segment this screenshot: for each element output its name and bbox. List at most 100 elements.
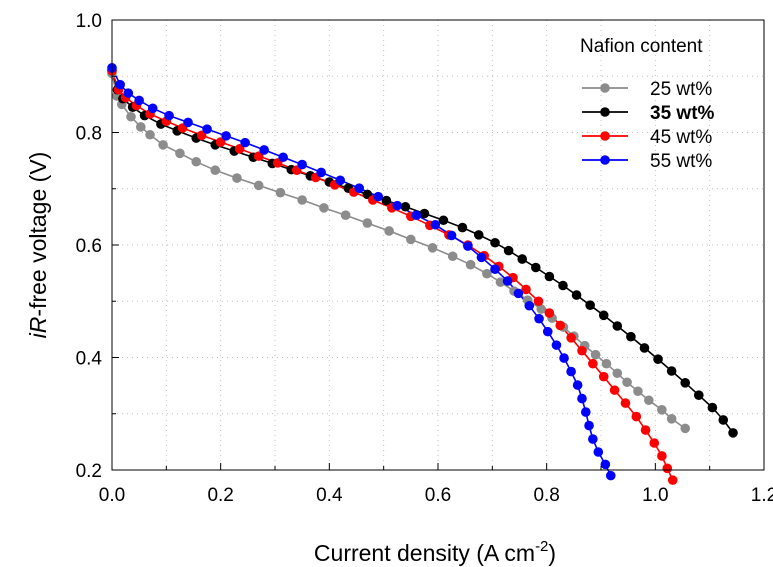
data-point-35-wt	[457, 222, 468, 233]
grid	[112, 20, 764, 470]
data-point-55-wt	[123, 88, 134, 98]
data-point-25-wt	[495, 277, 506, 287]
legend-marker-45-wt	[600, 131, 610, 141]
data-point-45-wt	[640, 425, 651, 435]
data-point-55-wt	[183, 117, 193, 128]
legend-label-35-wt: 35 wt%	[650, 103, 715, 124]
data-point-25-wt	[297, 195, 307, 205]
data-point-45-wt	[631, 411, 642, 422]
data-point-35-wt	[517, 254, 528, 264]
legend-marker-35-wt	[600, 107, 610, 117]
y-tick-label: 1.0	[76, 11, 102, 32]
data-point-45-wt	[577, 345, 587, 356]
x-tick-label: 1.2	[751, 485, 773, 506]
data-point-25-wt	[340, 210, 351, 220]
data-point-25-wt	[427, 243, 438, 253]
data-point-55-wt	[446, 230, 457, 241]
x-tick-label: 0.6	[425, 485, 451, 506]
data-point-55-wt	[572, 380, 583, 390]
data-point-35-wt	[585, 300, 595, 310]
data-point-45-wt	[196, 130, 207, 141]
data-point-55-wt	[430, 219, 441, 230]
legend-label-45-wt: 45 wt%	[650, 127, 712, 148]
x-tick-label: 0.0	[99, 485, 125, 506]
x-tick-label: 0.4	[316, 485, 343, 506]
data-point-35-wt	[707, 402, 718, 413]
data-point-45-wt	[521, 284, 531, 295]
data-point-25-wt	[158, 140, 168, 150]
series-markers	[107, 63, 738, 485]
data-point-55-wt	[551, 340, 562, 350]
data-point-25-wt	[253, 180, 264, 191]
axis-ticks	[111, 19, 765, 471]
data-point-55-wt	[559, 353, 569, 363]
data-point-55-wt	[164, 110, 174, 121]
data-point-35-wt	[680, 378, 691, 388]
data-point-55-wt	[221, 131, 231, 141]
data-point-25-wt	[210, 165, 221, 175]
data-point-25-wt	[680, 423, 691, 434]
data-point-45-wt	[234, 144, 245, 154]
data-point-25-wt	[447, 251, 458, 262]
data-point-35-wt	[400, 201, 411, 212]
y-tick-label: 0.6	[76, 236, 102, 257]
data-point-55-wt	[259, 145, 269, 155]
data-point-45-wt	[657, 451, 667, 461]
data-point-25-wt	[275, 187, 286, 198]
data-point-25-wt	[644, 395, 654, 406]
data-point-45-wt	[609, 385, 620, 395]
data-point-25-wt	[384, 226, 394, 236]
data-point-25-wt	[622, 377, 632, 388]
data-point-35-wt	[473, 230, 484, 240]
data-point-25-wt	[362, 218, 373, 228]
data-point-45-wt	[533, 296, 544, 307]
x-tick-label: 0.8	[533, 485, 559, 506]
data-point-45-wt	[667, 475, 678, 485]
data-point-55-wt	[354, 183, 365, 193]
y-tick-label: 0.8	[76, 124, 102, 145]
data-point-45-wt	[215, 137, 226, 147]
legend-marker-55-wt	[600, 155, 610, 165]
data-point-35-wt	[694, 390, 704, 400]
data-point-25-wt	[601, 358, 612, 369]
data-point-35-wt	[503, 245, 514, 256]
data-point-55-wt	[115, 79, 125, 90]
series-line-25-wt	[111, 73, 686, 430]
y-tick-label: 0.2	[76, 461, 102, 482]
x-axis-title-end: )	[548, 540, 556, 566]
data-point-25-wt	[536, 304, 547, 314]
data-point-55-wt	[605, 470, 616, 481]
data-point-45-wt	[544, 308, 555, 318]
data-point-35-wt	[598, 310, 609, 321]
data-point-55-wt	[297, 159, 307, 170]
data-point-45-wt	[588, 358, 598, 369]
data-point-25-wt	[191, 156, 202, 167]
data-point-35-wt	[666, 366, 677, 376]
data-point-45-wt	[598, 371, 609, 382]
x-tick-label: 0.2	[207, 485, 233, 506]
data-point-25-wt	[175, 148, 185, 159]
data-point-45-wt	[649, 438, 660, 448]
data-point-35-wt	[381, 195, 392, 206]
data-point-35-wt	[558, 280, 568, 291]
data-point-25-wt	[135, 122, 146, 132]
data-point-55-wt	[476, 252, 487, 263]
data-point-55-wt	[588, 434, 598, 444]
axis-tick-labels: 0.0 0.2 0.4 0.6 0.8 1.0 1.2 0.2 0.4 0.6 0.8 1.0	[76, 11, 773, 506]
data-point-55-wt	[202, 124, 212, 134]
data-point-25-wt	[319, 203, 329, 213]
data-point-55-wt	[566, 366, 576, 377]
data-point-55-wt	[335, 175, 346, 186]
data-point-55-wt	[593, 447, 604, 457]
data-point-55-wt	[513, 288, 524, 299]
data-point-35-wt	[490, 237, 500, 248]
legend-label-55-wt: 55 wt%	[650, 151, 712, 172]
data-point-45-wt	[566, 333, 576, 343]
data-point-25-wt	[406, 234, 416, 245]
data-point-35-wt	[544, 271, 555, 282]
data-point-45-wt	[620, 398, 631, 408]
data-point-35-wt	[419, 208, 430, 219]
data-point-55-wt	[580, 407, 591, 417]
data-point-55-wt	[134, 95, 144, 106]
